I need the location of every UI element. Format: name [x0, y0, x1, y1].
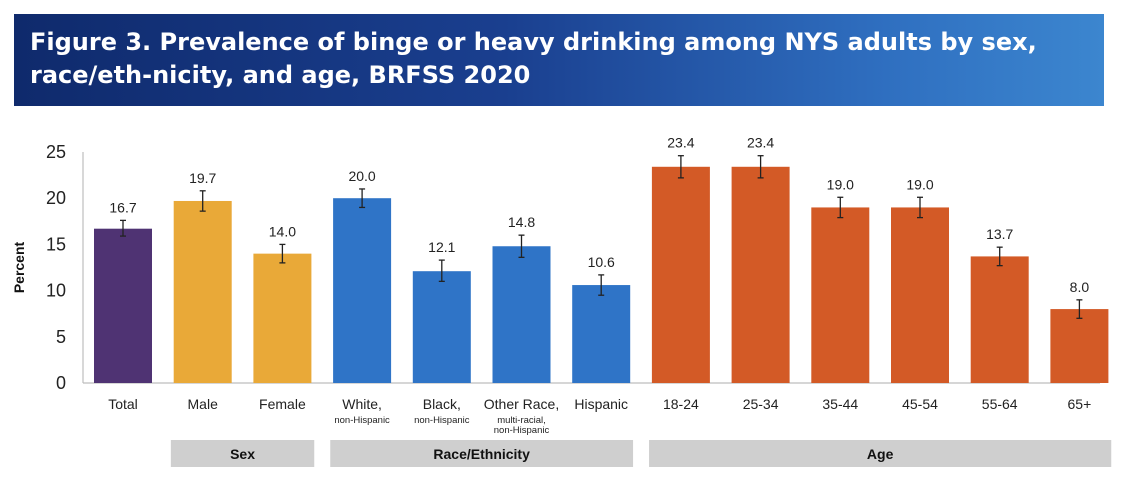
- data-label: 14.8: [508, 214, 535, 230]
- bar: [970, 256, 1029, 383]
- x-tick-label: 65+: [1068, 396, 1092, 412]
- group-label: Age: [867, 446, 894, 462]
- x-tick-label: White,: [342, 396, 382, 412]
- data-label: 19.0: [827, 176, 854, 192]
- x-tick-label: 18-24: [663, 396, 699, 412]
- data-label: 23.4: [667, 135, 694, 151]
- y-tick-label: 15: [46, 234, 66, 254]
- x-tick-label: Black,: [423, 396, 461, 412]
- bar: [651, 166, 710, 383]
- bar: [412, 271, 471, 383]
- group-bar: [170, 440, 315, 467]
- x-tick-sublabel: non-Hispanic: [494, 425, 550, 436]
- figure-title: Figure 3. Prevalence of binge or heavy d…: [30, 28, 1037, 89]
- bar: [731, 166, 790, 383]
- bar: [333, 198, 392, 383]
- x-tick-label: 45-54: [902, 396, 938, 412]
- data-label: 16.7: [109, 199, 136, 215]
- x-tick-sublabel: non-Hispanic: [334, 415, 390, 426]
- x-tick-label: 25-34: [743, 396, 779, 412]
- group-bar: [330, 440, 634, 467]
- data-label: 8.0: [1070, 279, 1090, 295]
- x-tick-label: 35-44: [822, 396, 858, 412]
- data-label: 19.0: [906, 176, 933, 192]
- data-label: 14.0: [269, 223, 296, 239]
- x-tick-label: Female: [259, 396, 306, 412]
- y-tick-label: 0: [56, 373, 66, 393]
- x-tick-sublabel: multi-racial,: [497, 415, 546, 426]
- y-axis-label: Percent: [11, 241, 27, 293]
- data-label: 23.4: [747, 135, 774, 151]
- x-tick-label: 55-64: [982, 396, 1018, 412]
- data-label: 19.7: [189, 170, 216, 186]
- bar: [253, 253, 312, 383]
- title-banner: Figure 3. Prevalence of binge or heavy d…: [14, 14, 1104, 106]
- data-label: 10.6: [588, 254, 615, 270]
- x-tick-label: Total: [108, 396, 138, 412]
- data-label: 13.7: [986, 226, 1013, 242]
- group-label: Sex: [230, 446, 255, 462]
- x-tick-sublabel: non-Hispanic: [414, 415, 470, 426]
- group-label: Race/Ethnicity: [433, 446, 530, 462]
- x-tick-label: Other Race,: [484, 396, 559, 412]
- data-label: 12.1: [428, 239, 455, 255]
- y-tick-label: 25: [46, 142, 66, 162]
- bar: [94, 228, 152, 383]
- x-tick-label: Male: [188, 396, 219, 412]
- y-tick-label: 5: [56, 327, 66, 347]
- group-bar: [649, 440, 1112, 467]
- x-tick-label: Hispanic: [574, 396, 628, 412]
- y-tick-label: 20: [46, 188, 66, 208]
- bar: [492, 246, 551, 383]
- bar: [173, 200, 232, 383]
- bar: [811, 207, 870, 383]
- bar: [891, 207, 949, 383]
- bar: [572, 285, 631, 383]
- bar: [1050, 309, 1109, 383]
- y-tick-label: 10: [46, 281, 66, 301]
- data-label: 20.0: [348, 168, 375, 184]
